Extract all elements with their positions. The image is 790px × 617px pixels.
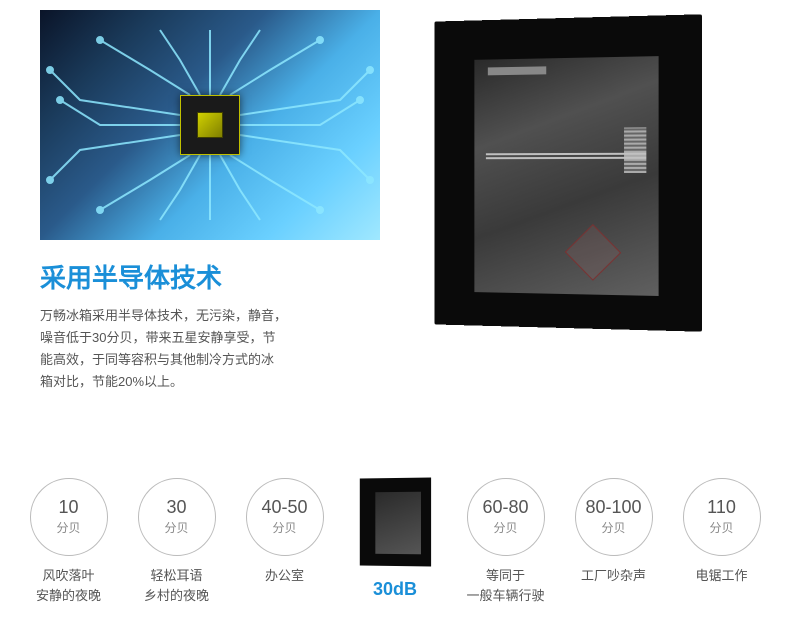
product-image-large bbox=[420, 18, 710, 338]
decibel-product-marker: 30dB bbox=[348, 478, 443, 600]
decibel-label: 工厂吵杂声 bbox=[581, 566, 646, 586]
decibel-circle: 80-100 分贝 bbox=[575, 478, 653, 556]
decibel-unit: 分贝 bbox=[164, 519, 188, 536]
decibel-value: 80-100 bbox=[585, 498, 641, 516]
decibel-value: 40-50 bbox=[261, 498, 307, 516]
decibel-item: 110 分贝 电锯工作 bbox=[677, 478, 767, 586]
decibel-circle: 30 分贝 bbox=[138, 478, 216, 556]
top-section: 采用半导体技术 万畅冰箱采用半导体技术，无污染，静音， 噪音低于30分贝，带来五… bbox=[0, 0, 790, 393]
decibel-unit: 分贝 bbox=[709, 519, 733, 536]
section-description: 万畅冰箱采用半导体技术，无污染，静音， 噪音低于30分贝，带来五星安静享受，节 … bbox=[40, 305, 380, 393]
decibel-label: 办公室 bbox=[265, 566, 304, 586]
decibel-comparison-row: 10 分贝 风吹落叶 安静的夜晚 30 分贝 轻松耳语 乡村的夜晚 40-50 … bbox=[0, 478, 790, 605]
product-image-small bbox=[355, 478, 435, 573]
decibel-circle: 40-50 分贝 bbox=[246, 478, 324, 556]
decibel-item: 80-100 分贝 工厂吵杂声 bbox=[569, 478, 659, 586]
section-title: 采用半导体技术 bbox=[40, 258, 380, 295]
decibel-value: 10 bbox=[58, 498, 78, 516]
decibel-item: 30 分贝 轻松耳语 乡村的夜晚 bbox=[132, 478, 222, 605]
decibel-unit: 分贝 bbox=[493, 519, 517, 536]
desc-line: 万畅冰箱采用半导体技术，无污染，静音， bbox=[40, 305, 380, 327]
cpu-chip-icon bbox=[180, 95, 240, 155]
circuit-board-image bbox=[40, 10, 380, 240]
decibel-label: 轻松耳语 乡村的夜晚 bbox=[144, 566, 209, 605]
decibel-circle: 10 分贝 bbox=[30, 478, 108, 556]
decibel-label: 风吹落叶 安静的夜晚 bbox=[36, 566, 101, 605]
left-column: 采用半导体技术 万畅冰箱采用半导体技术，无污染，静音， 噪音低于30分贝，带来五… bbox=[40, 10, 380, 393]
decibel-item: 60-80 分贝 等同于 一般车辆行驶 bbox=[461, 478, 551, 605]
decibel-circle: 60-80 分贝 bbox=[467, 478, 545, 556]
decibel-item: 40-50 分贝 办公室 bbox=[240, 478, 330, 586]
decibel-value: 110 bbox=[707, 498, 736, 516]
decibel-value: 30 bbox=[166, 498, 186, 516]
decibel-unit: 分贝 bbox=[601, 519, 625, 536]
desc-line: 噪音低于30分贝，带来五星安静享受，节 bbox=[40, 327, 380, 349]
decibel-value: 60-80 bbox=[482, 498, 528, 516]
decibel-badge: 30dB bbox=[373, 579, 417, 600]
desc-line: 能高效，于同等容积与其他制冷方式的冰 bbox=[40, 349, 380, 371]
decibel-item: 10 分贝 风吹落叶 安静的夜晚 bbox=[24, 478, 114, 605]
decibel-label: 电锯工作 bbox=[695, 566, 747, 586]
desc-line: 箱对比，节能20%以上。 bbox=[40, 371, 380, 393]
decibel-unit: 分贝 bbox=[272, 519, 296, 536]
decibel-unit: 分贝 bbox=[56, 519, 80, 536]
decibel-circle: 110 分贝 bbox=[683, 478, 761, 556]
decibel-label: 等同于 一般车辆行驶 bbox=[466, 566, 544, 605]
